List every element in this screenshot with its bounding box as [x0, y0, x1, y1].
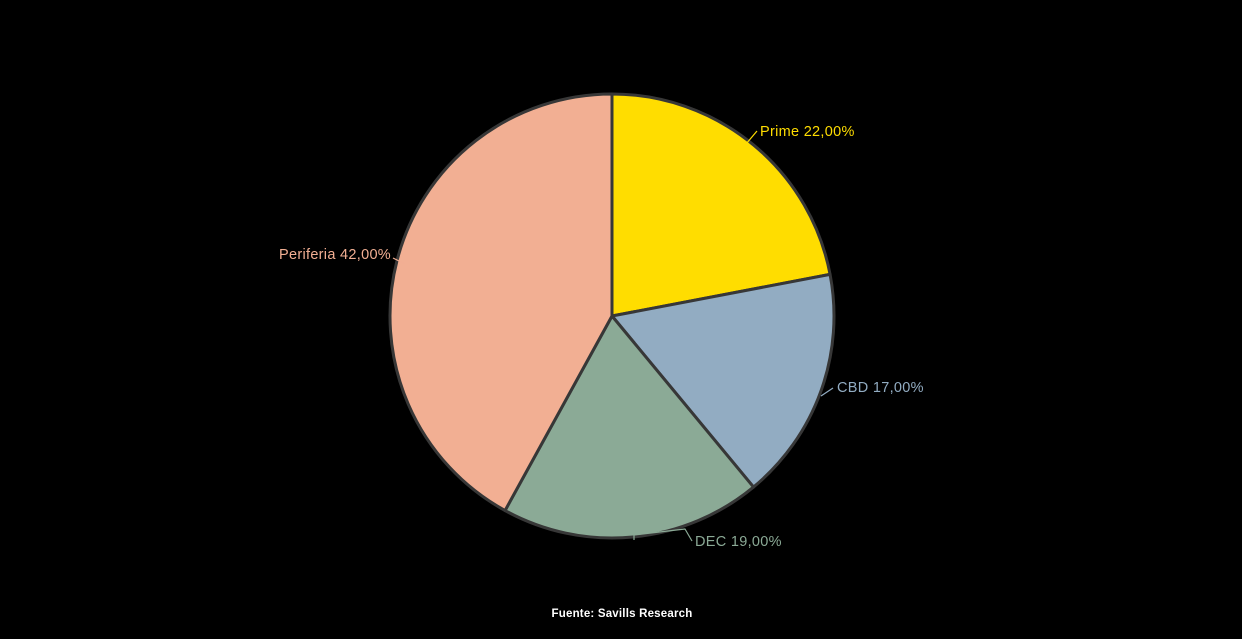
pie-label-prime: Prime 22,00%	[760, 124, 855, 140]
pie-label-dec: DEC 19,00%	[695, 534, 782, 550]
pie-label-cbd: CBD 17,00%	[837, 380, 924, 396]
pie-slice-periferia	[388, 92, 614, 513]
leader-line-cbd	[820, 387, 834, 397]
source-note: Fuente: Savills Research	[551, 608, 693, 620]
pie-slice-cbd	[610, 272, 836, 489]
leader-line-periferia	[392, 257, 406, 265]
pie-label-periferia: Periferia 42,00%	[279, 247, 391, 263]
leader-line-dec	[633, 528, 693, 542]
pie-slice-prime	[610, 92, 832, 318]
leader-line-prime	[745, 130, 758, 145]
pie-slice-dec	[503, 314, 756, 540]
